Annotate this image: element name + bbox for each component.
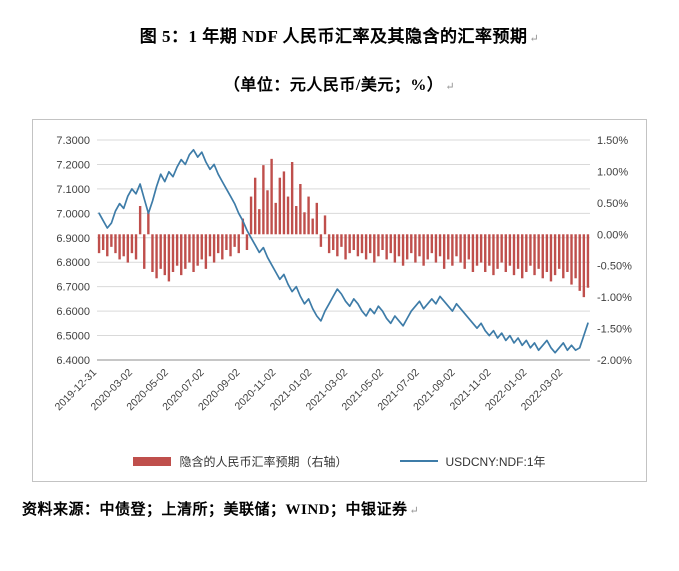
svg-text:0.50%: 0.50% — [597, 198, 628, 210]
right-axis-labels: 1.50% 1.00% 0.50% 0.00% -0.50% -1.00% -1.50% -2… — [597, 135, 632, 367]
source-note-text: 资料来源：中债登；上清所；美联储；WIND；中银证券 — [22, 502, 408, 518]
legend-line-label: USDCNY:NDF:1年 — [445, 454, 546, 469]
svg-text:7.0000: 7.0000 — [56, 208, 90, 220]
chart-container: 7.3000 7.2000 7.1000 7.0000 6.9000 6.8000 6.70… — [32, 119, 647, 482]
svg-text:7.1000: 7.1000 — [56, 184, 90, 196]
legend-item-line: USDCNY:NDF:1年 — [399, 453, 546, 470]
chart-svg: 7.3000 7.2000 7.1000 7.0000 6.9000 6.8000 6.70… — [53, 135, 632, 414]
chart-legend: 隐含的人民币汇率预期（右轴） USDCNY:NDF:1年 — [33, 441, 646, 481]
svg-text:-1.00%: -1.00% — [597, 292, 632, 304]
svg-text:-0.50%: -0.50% — [597, 261, 632, 273]
source-note: 资料来源：中债登；上清所；美联储；WIND；中银证券 ↵ — [22, 498, 679, 519]
svg-text:6.9000: 6.9000 — [56, 233, 90, 245]
line-series-swatch-icon — [399, 460, 438, 462]
page-title: 图 5：1 年期 NDF 人民币汇率及其隐含的汇率预期 ↵ — [10, 22, 669, 47]
page-subtitle: （单位：元人民币/美元；%） ↵ — [10, 71, 669, 95]
page-subtitle-text: （单位：元人民币/美元；%） — [223, 77, 444, 94]
bar-series — [97, 158, 590, 298]
svg-text:6.7000: 6.7000 — [56, 282, 90, 294]
svg-text:1.00%: 1.00% — [597, 166, 628, 178]
legend-item-bar: 隐含的人民币汇率预期（右轴） — [133, 453, 348, 470]
svg-text:-1.50%: -1.50% — [597, 324, 632, 336]
paragraph-mark-icon: ↵ — [529, 33, 540, 45]
svg-text:6.5000: 6.5000 — [56, 331, 90, 343]
svg-text:-2.00%: -2.00% — [597, 355, 632, 367]
svg-text:1.50%: 1.50% — [597, 135, 628, 147]
paragraph-mark-icon: ↵ — [409, 505, 420, 517]
svg-text:6.4000: 6.4000 — [56, 355, 90, 367]
paragraph-mark-icon: ↵ — [445, 81, 456, 93]
svg-text:6.6000: 6.6000 — [56, 306, 90, 318]
svg-text:7.2000: 7.2000 — [56, 159, 90, 171]
x-axis-labels: 2019-12-312020-03-022020-05-022020-07-02… — [53, 367, 566, 414]
svg-text:7.3000: 7.3000 — [56, 135, 90, 147]
legend-bar-label: 隐含的人民币汇率预期（右轴） — [179, 454, 348, 469]
page-title-text: 图 5：1 年期 NDF 人民币汇率及其隐含的汇率预期 — [139, 27, 528, 46]
svg-text:0.00%: 0.00% — [597, 229, 628, 241]
left-axis-labels: 7.3000 7.2000 7.1000 7.0000 6.9000 6.8000 6.70… — [56, 135, 90, 367]
svg-text:6.8000: 6.8000 — [56, 257, 90, 269]
line-series — [98, 148, 589, 354]
bar-series-swatch-icon — [133, 456, 172, 466]
